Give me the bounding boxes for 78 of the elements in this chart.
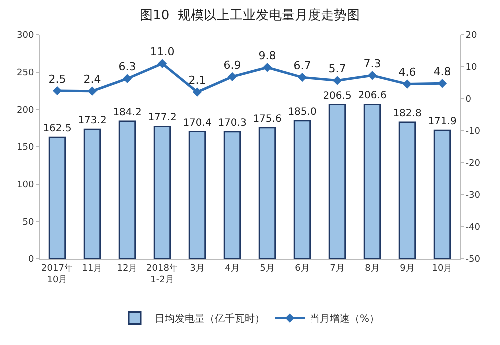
x-tick-label: 12月 (117, 264, 138, 274)
bar (328, 104, 346, 259)
data-label: 2.4 (84, 73, 102, 86)
point (228, 72, 238, 82)
y-tick-label: 100 (17, 180, 34, 190)
data-label: 6.7 (294, 59, 312, 72)
y2-tick-label: -20 (466, 159, 481, 170)
x-tick-label: 5月 (260, 264, 275, 274)
data-label: 5.7 (328, 62, 346, 76)
data-label: 170.4 (183, 118, 212, 129)
x-tick-label: 2018年 1-2月 (146, 262, 178, 286)
x-tick-label: 7月 (330, 264, 345, 274)
data-label: 2.1 (188, 74, 206, 88)
data-label: 184.2 (113, 107, 142, 118)
y-tick-label: 200 (17, 106, 34, 116)
data-label: 185.0 (288, 106, 317, 118)
y2-tick-label: -30 (466, 191, 481, 202)
point (438, 79, 448, 88)
x-tick-label: 9月 (400, 264, 415, 274)
data-label: 9.8 (258, 50, 276, 63)
bar (258, 127, 276, 259)
y-tick-label: 50 (22, 218, 34, 228)
legend-label: 当月增速（%） (310, 313, 380, 326)
point (332, 76, 342, 86)
point (402, 80, 412, 89)
chart-title: 图10 规模以上工业发电量月度走势图 (140, 7, 360, 24)
bar (154, 126, 172, 259)
y2-tick-label: -50 (466, 255, 481, 266)
point (158, 59, 168, 68)
data-label: 6.3 (118, 60, 136, 74)
bar (398, 122, 416, 259)
data-label: 4.8 (434, 66, 452, 79)
y2-tick-label: -10 (466, 127, 481, 138)
data-label: 170.3 (218, 118, 247, 129)
x-tick-label: 4月 (225, 264, 240, 274)
data-label: 175.6 (253, 114, 282, 125)
data-label: 206.6 (358, 90, 387, 102)
bar (364, 104, 382, 259)
point (368, 71, 378, 80)
point (122, 74, 132, 84)
point (192, 88, 202, 97)
y-tick-label: 250 (17, 68, 34, 78)
data-label: 162.5 (43, 124, 72, 135)
legend-label: 日均发电量（亿千瓦时） (155, 313, 265, 326)
x-tick-label: 8月 (365, 264, 380, 274)
data-label: 177.2 (148, 112, 177, 124)
bar (294, 120, 312, 259)
x-tick-label: 6月 (295, 264, 310, 274)
data-label: 6.9 (224, 58, 242, 72)
data-label: 4.6 (398, 66, 416, 80)
bar (224, 131, 242, 259)
y-tick-label: 150 (17, 143, 34, 154)
y-tick-label: 300 (17, 31, 34, 42)
x-tick-label: 2017年 10月 (42, 262, 74, 286)
data-label: 2.5 (48, 72, 66, 86)
data-label: 182.8 (393, 108, 422, 120)
y2-tick-label: 20 (466, 31, 478, 42)
bar (118, 120, 136, 259)
bar (434, 130, 452, 259)
y2-tick-label: 10 (466, 63, 478, 74)
y2-tick-label: -40 (466, 223, 481, 234)
point (298, 73, 308, 82)
data-label: 173.2 (78, 116, 107, 127)
y2-tick-label: 0 (466, 95, 472, 106)
data-label: 7.3 (364, 58, 382, 71)
bar (84, 128, 102, 259)
x-tick-label: 10月 (432, 264, 453, 274)
y-tick-label: 0 (28, 255, 34, 266)
point (262, 63, 272, 72)
data-label: 206.5 (323, 90, 352, 102)
bar (188, 131, 206, 259)
bar (48, 136, 66, 259)
point (52, 86, 62, 96)
data-label: 171.9 (428, 116, 457, 128)
x-tick-label: 3月 (190, 264, 205, 274)
data-label: 11.0 (150, 46, 175, 59)
x-tick-label: 11月 (82, 264, 103, 274)
point (88, 86, 98, 96)
